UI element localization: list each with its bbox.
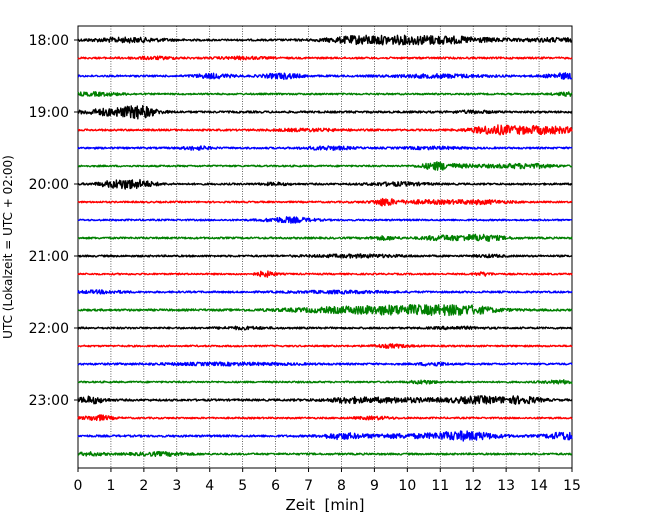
x-tick-label: 0 bbox=[74, 478, 83, 494]
seismogram-trace bbox=[77, 197, 573, 207]
trace-group bbox=[77, 34, 573, 458]
seismogram-trace bbox=[77, 395, 573, 405]
seismogram-trace bbox=[77, 124, 573, 136]
x-axis: 0 1 2 3 4 5 6 7 8 9 10 11 12 13 14 15 bbox=[74, 468, 581, 494]
y-tick-label: 19:00 bbox=[29, 105, 69, 121]
x-axis-label: Zeit [min] bbox=[285, 496, 364, 514]
x-tick-label: 13 bbox=[497, 478, 515, 494]
x-tick-label: 12 bbox=[464, 478, 482, 494]
y-axis: 18:00 19:00 20:00 21:00 22:00 23:00 bbox=[29, 33, 78, 409]
x-tick-label: 9 bbox=[370, 478, 379, 494]
seismogram-trace bbox=[77, 430, 573, 442]
seismogram-trace bbox=[77, 91, 573, 97]
y-tick-label: 20:00 bbox=[29, 177, 69, 193]
x-tick-label: 6 bbox=[271, 478, 280, 494]
plot-area-frame bbox=[77, 25, 573, 469]
seismogram-trace bbox=[77, 325, 573, 331]
y-axis-label: UTC (Lokalzeit = UTC + 02:00) bbox=[1, 155, 15, 339]
x-tick-label: 11 bbox=[431, 478, 449, 494]
y-tick-label: 21:00 bbox=[29, 249, 69, 265]
seismogram-trace bbox=[77, 216, 573, 224]
seismogram-trace bbox=[77, 145, 573, 151]
seismogram-trace bbox=[77, 55, 573, 61]
seismogram-trace bbox=[77, 270, 573, 278]
grid-lines bbox=[110, 26, 540, 468]
seismogram-trace bbox=[77, 414, 573, 422]
x-tick-label: 3 bbox=[172, 478, 181, 494]
seismogram-trace bbox=[77, 361, 573, 367]
x-tick-label: 15 bbox=[563, 478, 581, 494]
seismogram-trace bbox=[77, 304, 573, 317]
x-tick-label: 2 bbox=[139, 478, 148, 494]
x-tick-label: 14 bbox=[530, 478, 548, 494]
seismogram-trace bbox=[77, 450, 573, 458]
seismogram-trace bbox=[77, 178, 573, 190]
y-tick-label: 22:00 bbox=[29, 321, 69, 337]
seismogram-trace bbox=[77, 161, 573, 171]
seismogram-trace bbox=[77, 253, 573, 259]
y-tick-label: 18:00 bbox=[29, 33, 69, 49]
seismogram-trace bbox=[77, 105, 573, 120]
seismogram-trace bbox=[77, 343, 573, 349]
seismogram-trace bbox=[77, 233, 573, 242]
seismogram-trace bbox=[77, 379, 573, 385]
x-tick-label: 7 bbox=[304, 478, 313, 494]
seismogram-trace bbox=[77, 289, 573, 295]
x-tick-label: 8 bbox=[337, 478, 346, 494]
x-tick-label: 10 bbox=[398, 478, 416, 494]
seismogram-trace bbox=[77, 34, 573, 46]
x-tick-label: 5 bbox=[238, 478, 247, 494]
seismogram-trace bbox=[77, 72, 573, 81]
y-tick-label: 23:00 bbox=[29, 393, 69, 409]
x-tick-label: 4 bbox=[205, 478, 214, 494]
x-tick-label: 1 bbox=[106, 478, 115, 494]
